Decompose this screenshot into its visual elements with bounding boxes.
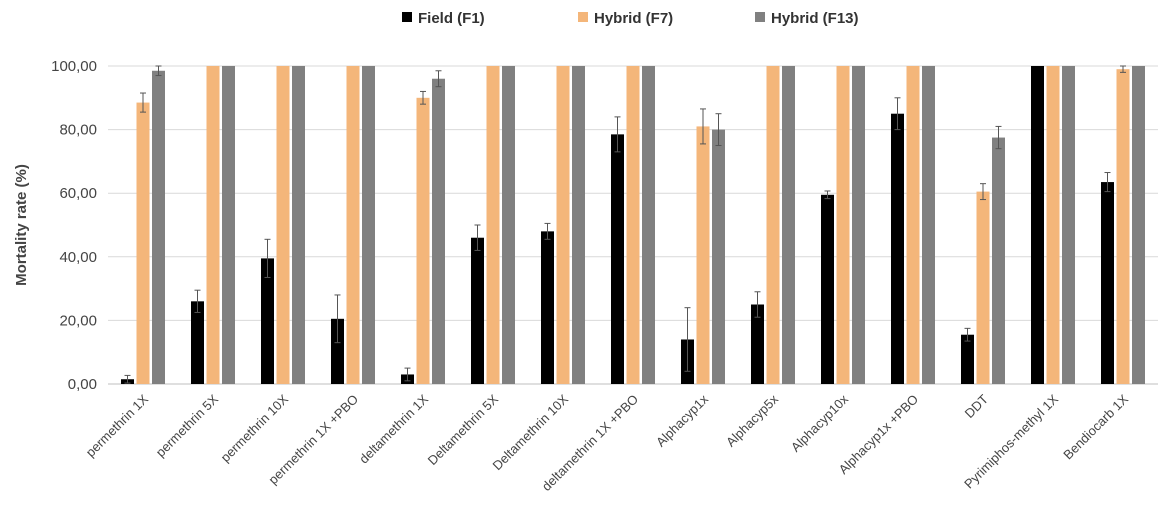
bars	[121, 66, 1145, 385]
error-bar	[715, 113, 722, 146]
bar-field-f1	[611, 134, 624, 384]
legend-item: Hybrid (F13)	[755, 10, 859, 27]
error-bar	[544, 222, 551, 240]
bar-hybrid-f13	[922, 66, 935, 384]
error-bar	[964, 327, 971, 342]
x-tick-label: Alphacyp1x	[653, 391, 711, 449]
bar-hybrid-f13	[992, 137, 1005, 384]
bar-field-f1	[1101, 182, 1114, 384]
error-bar	[1104, 172, 1111, 193]
y-tick-label: 40,00	[59, 249, 97, 266]
bar-hybrid-f13	[782, 66, 795, 384]
bar-hybrid-f7	[416, 97, 430, 385]
bar-hybrid-f7	[836, 66, 850, 384]
bar-hybrid-f7	[136, 102, 150, 384]
bar-hybrid-f13	[852, 66, 865, 384]
legend: Field (F1) Hybrid (F7) Hybrid (F13)	[402, 10, 859, 27]
x-tick-label: permethrin 5X	[153, 391, 222, 460]
bar-hybrid-f7	[346, 66, 360, 384]
bar-field-f1	[821, 194, 834, 384]
bar-hybrid-f7	[276, 66, 290, 384]
x-tick-label: DDT	[962, 391, 992, 421]
x-tick-label: Alphacyp5x	[723, 391, 781, 449]
bar-hybrid-f13	[362, 66, 375, 384]
error-bars	[124, 65, 1126, 384]
legend-swatch	[755, 12, 765, 22]
bar-field-f1	[891, 113, 904, 384]
bar-hybrid-f7	[1116, 69, 1130, 385]
x-tick-label: permethrin 10X	[218, 391, 292, 465]
error-bar	[894, 97, 901, 131]
bar-hybrid-f7	[556, 66, 570, 384]
bar-field-f1	[471, 237, 484, 384]
error-bar	[435, 70, 442, 88]
bar-hybrid-f13	[152, 70, 165, 385]
y-tick-label: 20,00	[59, 312, 97, 329]
error-bar	[700, 108, 706, 145]
error-bar	[404, 367, 411, 382]
error-bar	[1120, 65, 1126, 73]
y-tick-label: 60,00	[59, 185, 97, 202]
bar-hybrid-f7	[766, 66, 780, 384]
error-bar	[420, 90, 426, 105]
x-tick-label: Deltamethrin 5X	[425, 391, 502, 468]
bar-hybrid-f7	[976, 191, 990, 384]
legend-item: Field (F1)	[402, 10, 485, 27]
x-tick-label: Bendiocarb 1X	[1060, 391, 1131, 462]
bar-hybrid-f7	[1046, 66, 1060, 384]
legend-label: Field (F1)	[418, 10, 485, 27]
error-bar	[474, 224, 481, 251]
bar-hybrid-f7	[626, 66, 640, 384]
bar-hybrid-f7	[696, 126, 710, 385]
y-tick-label: 100,00	[51, 58, 97, 75]
bar-field-f1	[961, 334, 974, 384]
bar-hybrid-f13	[502, 66, 515, 384]
error-bar	[995, 125, 1002, 150]
legend-label: Hybrid (F13)	[771, 10, 859, 27]
bar-hybrid-f13	[222, 66, 235, 384]
error-bar	[980, 183, 986, 201]
x-tick-label: Alphacyp10x	[788, 391, 852, 455]
error-bar	[140, 92, 146, 113]
bar-hybrid-f13	[1062, 66, 1075, 384]
bar-hybrid-f13	[572, 66, 585, 384]
error-bar	[754, 291, 761, 318]
y-axis-ticks: 0,00 20,00 40,00 60,00 80,00 100,00	[51, 58, 97, 393]
y-axis-title: Mortality rate (%)	[13, 164, 30, 286]
legend-swatch	[578, 12, 588, 22]
bar-field-f1	[1031, 66, 1044, 384]
bar-hybrid-f13	[292, 66, 305, 384]
legend-item: Hybrid (F7)	[578, 10, 673, 27]
x-tick-label: permethrin 1X	[83, 391, 152, 460]
y-tick-label: 0,00	[68, 376, 97, 393]
y-tick-label: 80,00	[59, 122, 97, 139]
error-bar	[124, 374, 131, 384]
bar-field-f1	[751, 304, 764, 384]
legend-label: Hybrid (F7)	[594, 10, 673, 27]
bar-field-f1	[541, 231, 554, 384]
error-bar	[155, 65, 162, 77]
bar-field-f1	[191, 301, 204, 384]
bar-field-f1	[331, 318, 344, 384]
error-bar	[614, 116, 621, 153]
bar-hybrid-f13	[642, 66, 655, 384]
bar-hybrid-f13	[432, 78, 445, 384]
x-tick-label: deltamethrin 1X	[356, 391, 431, 466]
error-bar	[824, 190, 831, 200]
error-bar	[194, 289, 201, 313]
error-bar	[684, 307, 691, 372]
error-bar	[334, 294, 341, 344]
bar-hybrid-f13	[712, 129, 725, 384]
error-bar	[264, 238, 271, 278]
bar-hybrid-f7	[206, 66, 220, 384]
bar-field-f1	[261, 258, 274, 384]
bar-hybrid-f7	[906, 66, 920, 384]
legend-swatch	[402, 12, 412, 22]
bar-hybrid-f7	[486, 66, 500, 384]
x-tick-label: Deltamethrin 10X	[489, 391, 571, 473]
bar-hybrid-f13	[1132, 66, 1145, 384]
